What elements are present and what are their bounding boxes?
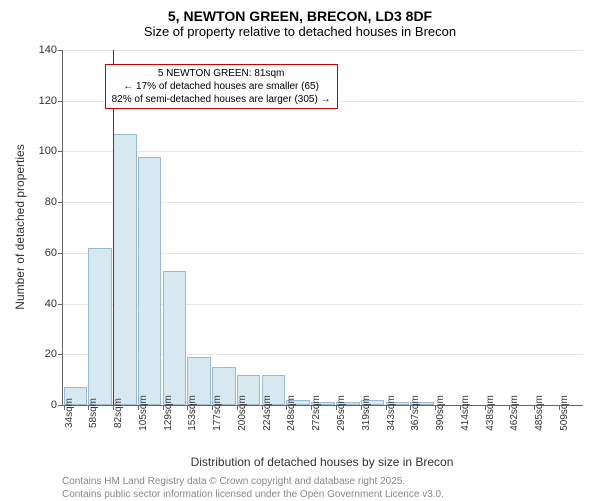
plot-area: 02040608010012014034sqm58sqm82sqm105sqm1… (62, 50, 583, 406)
x-tick-label: 105sqm (138, 395, 149, 431)
x-tick-label: 438sqm (485, 395, 496, 431)
x-tick-label: 343sqm (386, 395, 397, 431)
annotation-box: 5 NEWTON GREEN: 81sqm← 17% of detached h… (105, 64, 338, 109)
footer-line2: Contains public sector information licen… (62, 488, 444, 501)
y-tick-mark (58, 151, 63, 152)
footer-text: Contains HM Land Registry data © Crown c… (62, 475, 444, 501)
y-tick-label: 60 (45, 247, 57, 259)
y-tick-label: 0 (51, 399, 57, 411)
y-tick-mark (58, 50, 63, 51)
y-tick-label: 140 (39, 44, 57, 56)
annotation-line3: 82% of semi-detached houses are larger (… (112, 93, 331, 106)
chart-container: 5, NEWTON GREEN, BRECON, LD3 8DF Size of… (0, 0, 600, 500)
x-tick-label: 248sqm (286, 395, 297, 431)
y-tick-mark (58, 304, 63, 305)
gridline (63, 151, 583, 152)
x-tick-label: 34sqm (64, 398, 75, 428)
chart-title: 5, NEWTON GREEN, BRECON, LD3 8DF (0, 0, 600, 24)
x-tick-label: 82sqm (113, 398, 124, 428)
annotation-line1: 5 NEWTON GREEN: 81sqm (112, 67, 331, 80)
y-tick-mark (58, 202, 63, 203)
histogram-bar (138, 157, 162, 406)
y-tick-label: 80 (45, 196, 57, 208)
x-tick-label: 414sqm (460, 395, 471, 431)
x-tick-label: 485sqm (534, 395, 545, 431)
histogram-bar (163, 271, 187, 405)
chart-subtitle: Size of property relative to detached ho… (0, 24, 600, 43)
histogram-bar (88, 248, 112, 405)
gridline (63, 50, 583, 51)
x-tick-label: 390sqm (435, 395, 446, 431)
y-tick-label: 40 (45, 298, 57, 310)
footer-line1: Contains HM Land Registry data © Crown c… (62, 475, 444, 488)
y-tick-mark (58, 405, 63, 406)
y-axis-label: Number of detached properties (13, 127, 27, 327)
x-axis-label: Distribution of detached houses by size … (62, 455, 582, 469)
y-tick-label: 120 (39, 95, 57, 107)
y-tick-label: 100 (39, 145, 57, 157)
y-tick-mark (58, 354, 63, 355)
histogram-bar (113, 134, 137, 405)
x-tick-label: 200sqm (237, 395, 248, 431)
x-tick-label: 462sqm (509, 395, 520, 431)
y-tick-label: 20 (45, 348, 57, 360)
annotation-line2: ← 17% of detached houses are smaller (65… (112, 80, 331, 93)
x-tick-label: 367sqm (410, 395, 421, 431)
x-tick-label: 319sqm (361, 395, 372, 431)
x-tick-label: 224sqm (262, 395, 273, 431)
x-tick-label: 177sqm (212, 395, 223, 431)
x-tick-label: 153sqm (187, 395, 198, 431)
y-tick-mark (58, 101, 63, 102)
x-tick-label: 509sqm (559, 395, 570, 431)
x-tick-label: 58sqm (88, 398, 99, 428)
y-tick-mark (58, 253, 63, 254)
x-tick-label: 295sqm (336, 395, 347, 431)
x-tick-label: 129sqm (163, 395, 174, 431)
x-tick-label: 272sqm (311, 395, 322, 431)
